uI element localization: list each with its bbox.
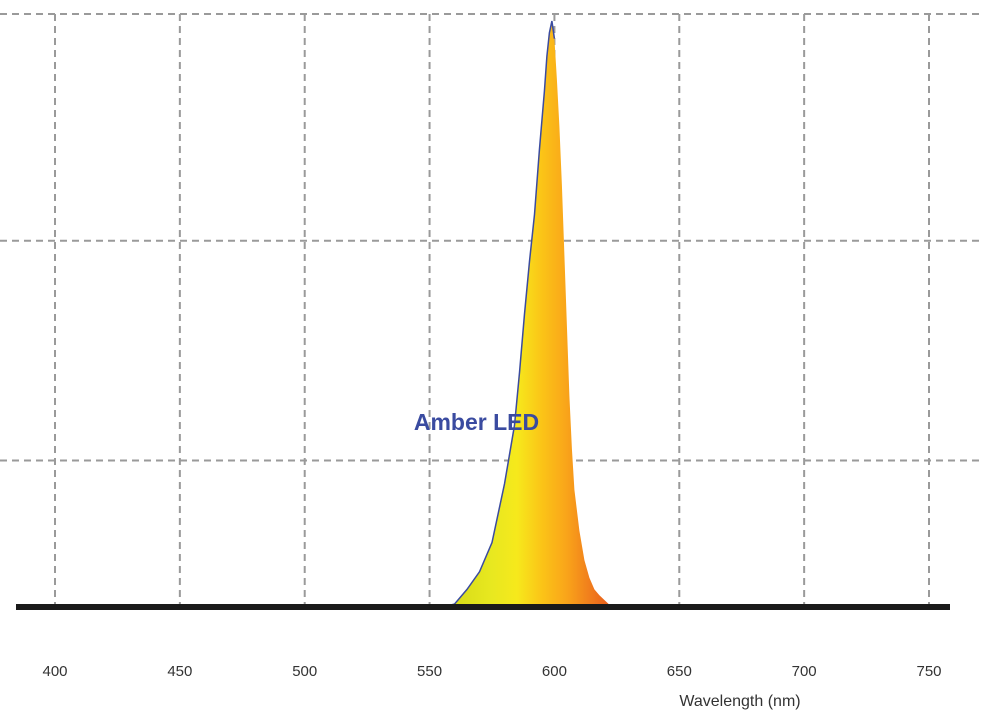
- x-tick-label-450: 450: [167, 663, 192, 680]
- grid-lines: [0, 13, 984, 607]
- x-tick-label-700: 700: [792, 663, 817, 680]
- x-tick-label-500: 500: [292, 663, 317, 680]
- series-outline-amber-led: [441, 20, 556, 608]
- x-tick-label-400: 400: [42, 663, 67, 680]
- series-area: [441, 20, 615, 608]
- x-tick-label-550: 550: [417, 663, 442, 680]
- x-tick-label-750: 750: [916, 663, 941, 680]
- annotations: Amber LED: [414, 409, 539, 435]
- annotation-label-0: Amber LED: [414, 409, 539, 435]
- x-tick-label-650: 650: [667, 663, 692, 680]
- labels: Wavelength (nm): [679, 693, 800, 710]
- series-area-amber-led: [442, 21, 615, 607]
- x-tick-label-600: 600: [542, 663, 567, 680]
- x-axis: 400 450 500 550 600 650 700 750: [16, 604, 950, 680]
- x-axis-label: Wavelength (nm): [679, 693, 800, 710]
